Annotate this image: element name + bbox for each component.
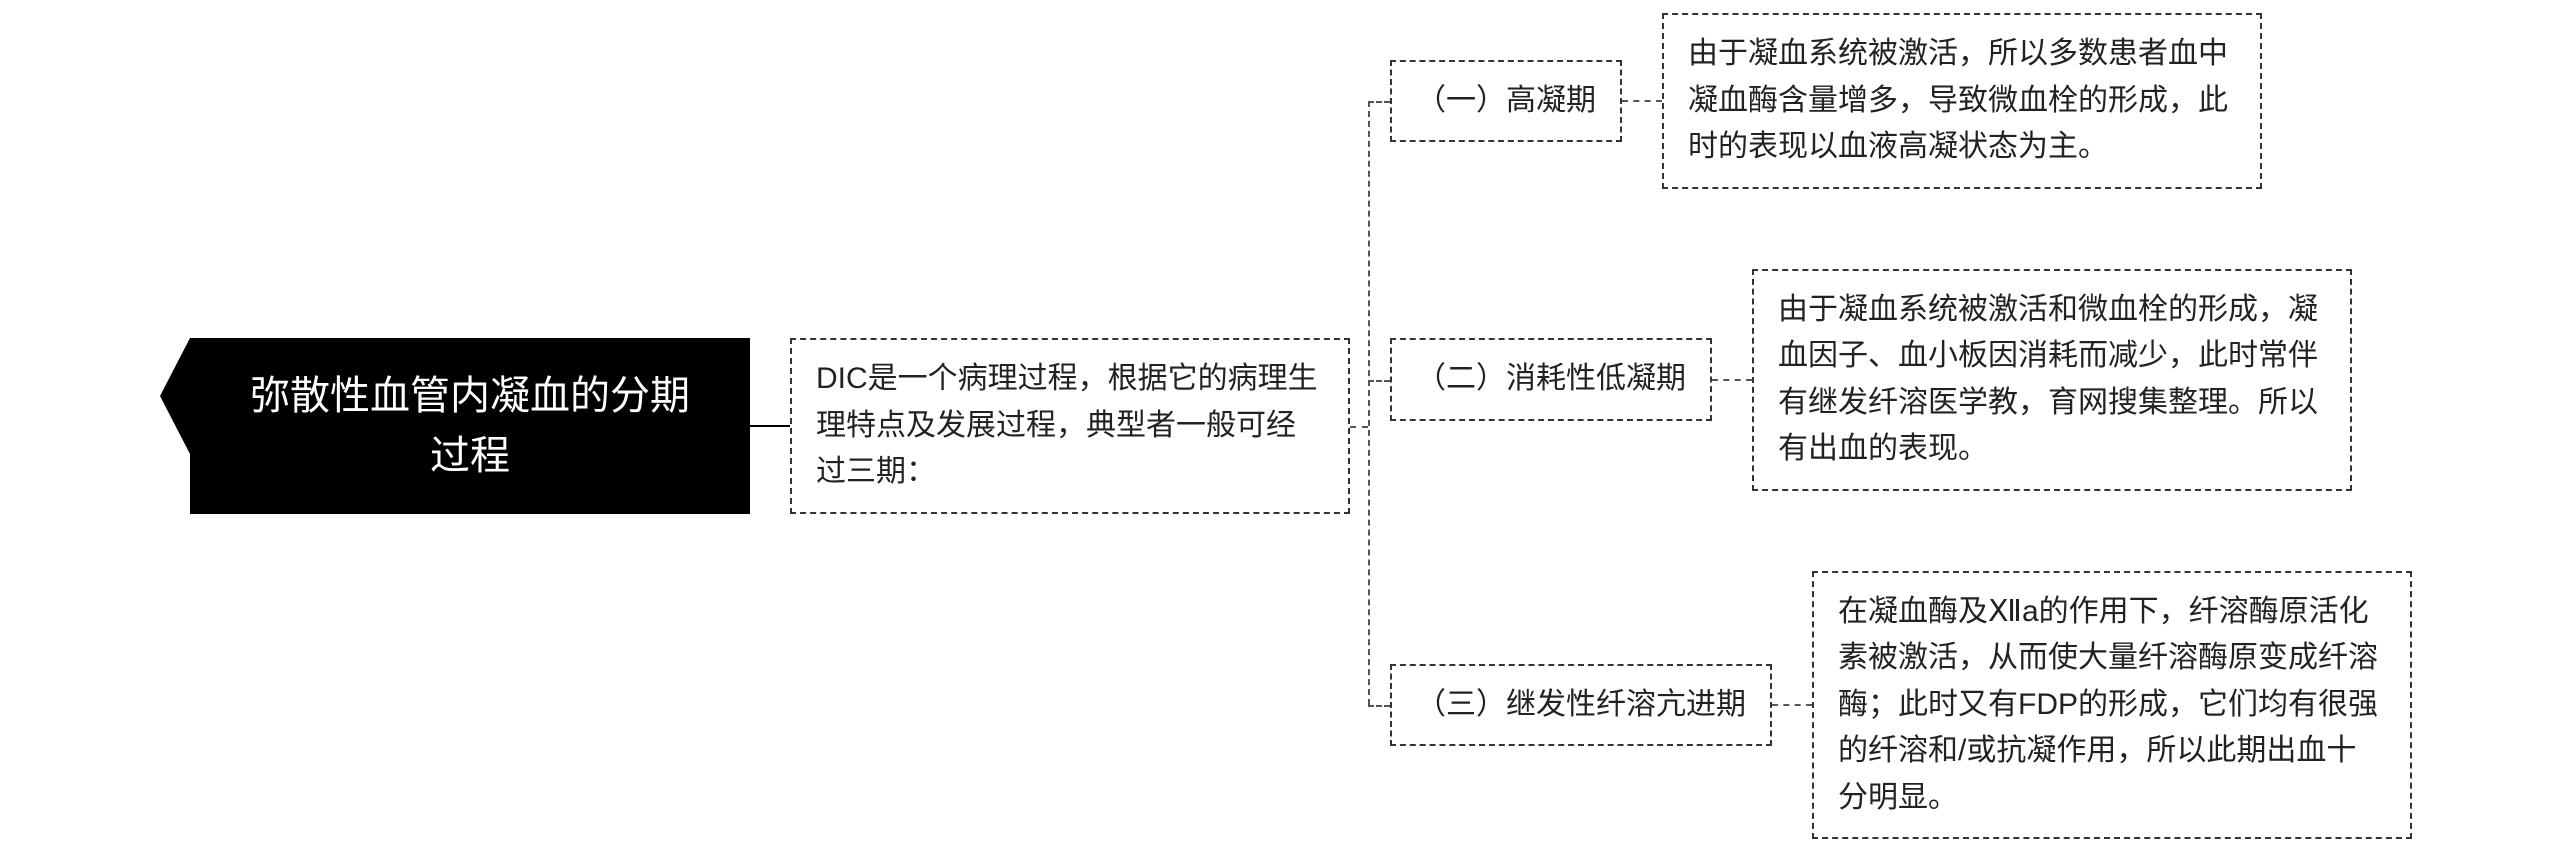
stages-column: （一）高凝期 由于凝血系统被激活，所以多数患者血中凝血酶含量增多，导致微血栓的形… — [1390, 13, 2412, 839]
stage-desc: 由于凝血系统被激活，所以多数患者血中凝血酶含量增多，导致微血栓的形成，此时的表现… — [1662, 13, 2262, 189]
stage-desc-text: 在凝血酶及Ⅻa的作用下，纤溶酶原活化素被激活，从而使大量纤溶酶原变成纤溶酶；此时… — [1838, 595, 2378, 814]
bracket-connector — [1350, 13, 1390, 839]
connector-stage-desc — [1622, 100, 1662, 102]
branches: （一）高凝期 由于凝血系统被激活，所以多数患者血中凝血酶含量增多，导致微血栓的形… — [1350, 13, 2412, 839]
intro-text: DIC是一个病理过程，根据它的病理生理特点及发展过程，典型者一般可经过三期： — [816, 362, 1318, 488]
stage-row: （二）消耗性低凝期 由于凝血系统被激活和微血栓的形成，凝血因子、血小板因消耗而减… — [1390, 269, 2412, 491]
connector-root-intro — [750, 425, 790, 427]
stage-label-text: （三）继发性纤溶亢进期 — [1416, 688, 1746, 721]
root-node: 弥散性血管内凝血的分期 过程 — [190, 338, 750, 514]
root-title-line2: 过程 — [222, 426, 718, 486]
stage-label-text: （一）高凝期 — [1416, 84, 1596, 117]
stage-label-text: （二）消耗性低凝期 — [1416, 362, 1686, 395]
stage-label: （一）高凝期 — [1390, 60, 1622, 143]
stage-label: （三）继发性纤溶亢进期 — [1390, 664, 1772, 747]
stage-row: （三）继发性纤溶亢进期 在凝血酶及Ⅻa的作用下，纤溶酶原活化素被激活，从而使大量… — [1390, 571, 2412, 840]
stage-desc-text: 由于凝血系统被激活和微血栓的形成，凝血因子、血小板因消耗而减少，此时常伴有继发纤… — [1778, 293, 2318, 466]
connector-stage-desc — [1712, 379, 1752, 381]
root-title-line1: 弥散性血管内凝血的分期 — [222, 366, 718, 426]
stage-desc-text: 由于凝血系统被激活，所以多数患者血中凝血酶含量增多，导致微血栓的形成，此时的表现… — [1688, 37, 2228, 163]
stage-desc: 在凝血酶及Ⅻa的作用下，纤溶酶原活化素被激活，从而使大量纤溶酶原变成纤溶酶；此时… — [1812, 571, 2412, 840]
stage-desc: 由于凝血系统被激活和微血栓的形成，凝血因子、血小板因消耗而减少，此时常伴有继发纤… — [1752, 269, 2352, 491]
intro-node: DIC是一个病理过程，根据它的病理生理特点及发展过程，典型者一般可经过三期： — [790, 338, 1350, 514]
stage-row: （一）高凝期 由于凝血系统被激活，所以多数患者血中凝血酶含量增多，导致微血栓的形… — [1390, 13, 2412, 189]
stage-label: （二）消耗性低凝期 — [1390, 338, 1712, 421]
mindmap-container: 弥散性血管内凝血的分期 过程 DIC是一个病理过程，根据它的病理生理特点及发展过… — [0, 13, 2412, 839]
connector-stage-desc — [1772, 704, 1812, 706]
